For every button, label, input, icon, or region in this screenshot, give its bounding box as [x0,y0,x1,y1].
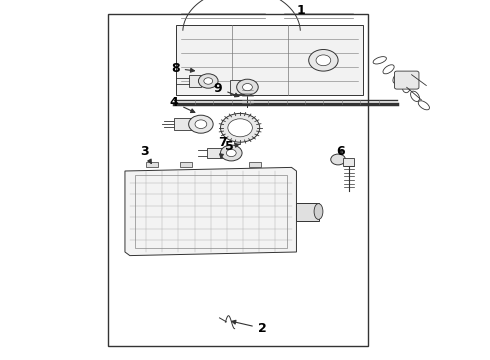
Ellipse shape [314,204,323,220]
Bar [174,118,193,130]
Bar [249,162,261,167]
Circle shape [331,154,345,165]
Text: 1: 1 [297,4,306,17]
Text: 5: 5 [225,140,239,153]
Circle shape [220,113,260,142]
FancyBboxPatch shape [394,71,419,89]
Circle shape [198,74,218,88]
Text: 3: 3 [140,145,151,163]
Circle shape [316,55,331,66]
Circle shape [204,78,213,84]
Text: 4: 4 [170,96,195,113]
Circle shape [189,115,213,133]
Text: 6: 6 [336,145,345,158]
Text: 8: 8 [171,62,195,75]
Bar [135,175,287,248]
Bar [207,148,223,158]
Bar [108,14,368,346]
Text: 2: 2 [232,320,267,335]
Bar [146,162,158,167]
Circle shape [220,145,242,161]
Circle shape [195,120,207,129]
Text: 7: 7 [219,136,227,158]
Circle shape [226,149,236,157]
Bar [343,158,354,166]
Circle shape [243,84,252,91]
Polygon shape [125,167,296,256]
Bar [176,25,363,95]
Circle shape [309,50,338,71]
Bar [189,75,201,87]
Bar [180,162,192,167]
Circle shape [228,119,252,137]
Text: 9: 9 [214,82,239,97]
Circle shape [237,79,258,95]
Bar [230,80,243,94]
Bar [296,202,318,220]
